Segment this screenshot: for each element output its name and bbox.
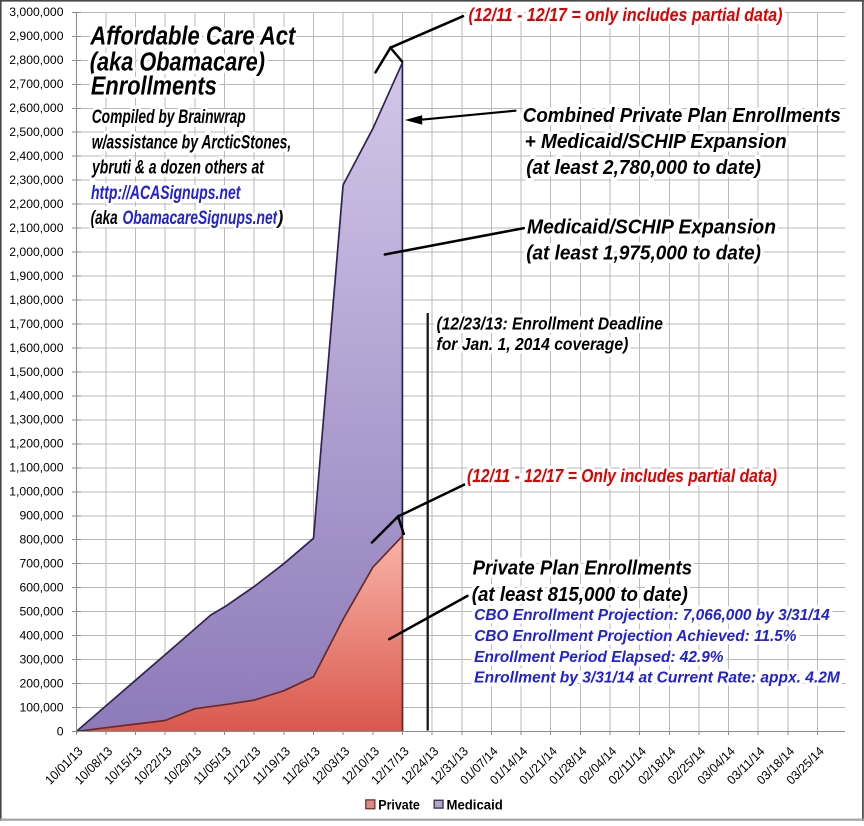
svg-text:2,500,000: 2,500,000 (9, 125, 63, 139)
svg-text:1,800,000: 1,800,000 (9, 293, 63, 307)
svg-text:500,000: 500,000 (19, 604, 63, 618)
svg-text:1,500,000: 1,500,000 (9, 365, 63, 379)
svg-text:1,300,000: 1,300,000 (9, 413, 63, 427)
svg-text:2,000,000: 2,000,000 (9, 245, 63, 259)
svg-text:Private: Private (378, 798, 420, 814)
svg-text:1,900,000: 1,900,000 (9, 269, 63, 283)
svg-text:1,700,000: 1,700,000 (9, 317, 63, 331)
svg-text:(aka Obamacare): (aka Obamacare) (90, 48, 265, 76)
svg-text:(at least 815,000 to date): (at least 815,000 to date) (472, 583, 688, 606)
svg-text:2,300,000: 2,300,000 (9, 173, 63, 187)
svg-text:2,200,000: 2,200,000 (9, 197, 63, 211)
svg-text:Private Plan Enrollments: Private Plan Enrollments (473, 557, 692, 580)
svg-text:1,000,000: 1,000,000 (9, 485, 63, 499)
svg-text:2,900,000: 2,900,000 (9, 29, 63, 43)
svg-text:Medicaid: Medicaid (447, 798, 503, 814)
svg-text:http://ACASignups.net: http://ACASignups.net (91, 182, 241, 204)
svg-text:2,700,000: 2,700,000 (9, 77, 63, 91)
svg-text:(12/23/13: Enrollment Deadline: (12/23/13: Enrollment Deadline (437, 313, 664, 333)
svg-text:for Jan. 1, 2014 coverage): for Jan. 1, 2014 coverage) (437, 334, 629, 354)
svg-text:2,400,000: 2,400,000 (9, 149, 63, 163)
svg-text:): ) (276, 207, 284, 229)
svg-text:1,600,000: 1,600,000 (9, 341, 63, 355)
svg-text:900,000: 900,000 (19, 509, 63, 523)
svg-text:2,800,000: 2,800,000 (9, 53, 63, 67)
svg-text:Affordable Care Act: Affordable Care Act (90, 23, 297, 51)
svg-text:1,200,000: 1,200,000 (9, 437, 63, 451)
svg-text:(12/11 - 12/17 = Only includes: (12/11 - 12/17 = Only includes partial d… (467, 465, 777, 486)
svg-text:200,000: 200,000 (19, 676, 63, 690)
svg-text:ybruti & a dozen others at: ybruti & a dozen others at (91, 157, 265, 179)
svg-text:Enrollment Period Elapsed: 42.: Enrollment Period Elapsed: 42.9% (474, 649, 724, 666)
svg-text:(at least 2,780,000 to date): (at least 2,780,000 to date) (526, 156, 761, 179)
svg-text:+ Medicaid/SCHIP Expansion: + Medicaid/SCHIP Expansion (525, 130, 787, 153)
svg-text:CBO Enrollment Projection Achi: CBO Enrollment Projection Achieved: 11.5… (474, 628, 797, 645)
svg-text:600,000: 600,000 (19, 581, 63, 595)
svg-text:(12/11 - 12/17 = only includes: (12/11 - 12/17 = only includes partial d… (469, 4, 783, 25)
svg-text:2,600,000: 2,600,000 (9, 101, 63, 115)
svg-text:100,000: 100,000 (19, 700, 63, 714)
svg-text:1,400,000: 1,400,000 (9, 389, 63, 403)
svg-text:Enrollment by 3/31/14 at Curre: Enrollment by 3/31/14 at Current Rate: a… (474, 670, 841, 687)
svg-text:ObamacareSignups.net: ObamacareSignups.net (123, 207, 279, 229)
svg-text:3,000,000: 3,000,000 (9, 5, 63, 19)
svg-text:Medicaid/SCHIP Expansion: Medicaid/SCHIP Expansion (527, 216, 776, 239)
svg-text:1,100,000: 1,100,000 (9, 461, 63, 475)
svg-text:Compiled by Brainwrap: Compiled by Brainwrap (92, 106, 246, 128)
svg-text:400,000: 400,000 (19, 628, 63, 642)
svg-text:700,000: 700,000 (19, 557, 63, 571)
svg-text:0: 0 (57, 724, 64, 738)
svg-text:(at least 1,975,000 to date): (at least 1,975,000 to date) (526, 242, 761, 265)
svg-text:w/assistance by ArcticStones,: w/assistance by ArcticStones, (92, 131, 292, 153)
svg-text:Combined Private Plan Enrollme: Combined Private Plan Enrollments (523, 104, 841, 127)
svg-text:300,000: 300,000 (19, 652, 63, 666)
svg-text:CBO Enrollment Projection: 7,0: CBO Enrollment Projection: 7,066,000 by … (474, 607, 830, 624)
svg-text:800,000: 800,000 (19, 533, 63, 547)
svg-text:Enrollments: Enrollments (91, 73, 217, 101)
svg-text:2,100,000: 2,100,000 (9, 221, 63, 235)
svg-text:(aka: (aka (91, 207, 118, 229)
